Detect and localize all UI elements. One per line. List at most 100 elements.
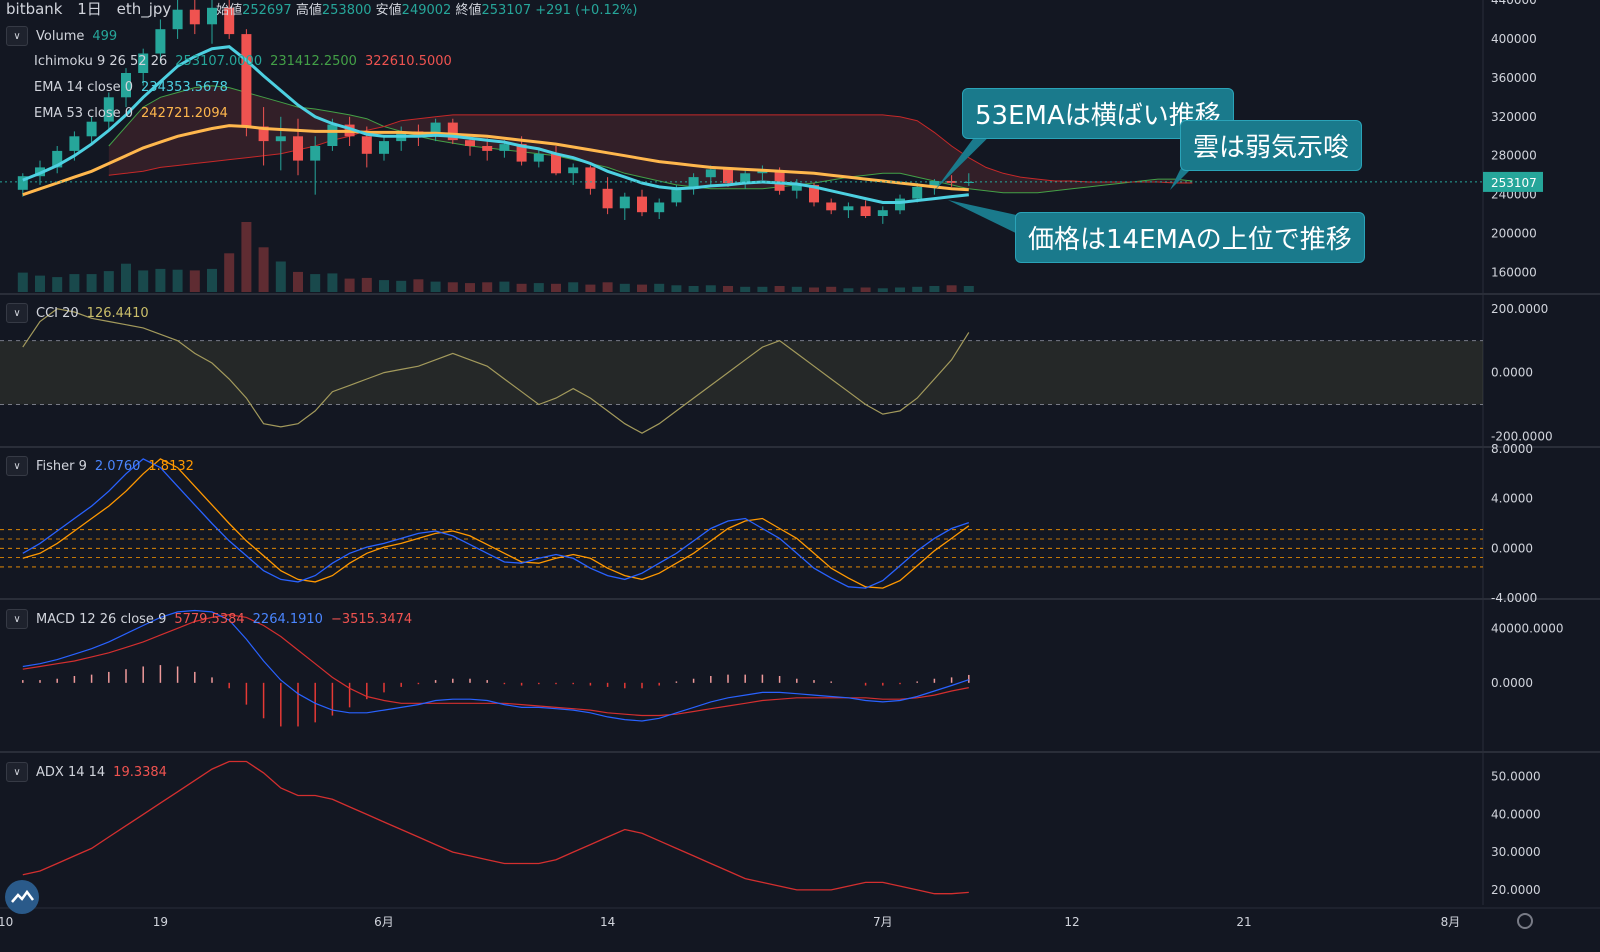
gear-icon[interactable] [1517, 913, 1533, 929]
symbol-header: bitbank 1日 eth_jpy 始値252697 高値253800 安値2… [6, 0, 637, 19]
price-tick-label: 0.0000 [1491, 541, 1533, 555]
candle-body [52, 150, 63, 168]
candle-body [860, 206, 871, 216]
adx-line [22, 760, 969, 895]
volume-bar [379, 280, 389, 292]
candle-body [327, 124, 338, 146]
volume-bar [533, 283, 544, 292]
collapse-legend-button[interactable]: ∨ [6, 303, 28, 323]
callout-price: 価格は14EMAの上位で推移 [1015, 212, 1365, 263]
volume-bar [396, 280, 407, 292]
candle-body [86, 121, 97, 137]
volume-bar [671, 285, 682, 292]
volume-bar [516, 283, 527, 292]
ichimoku-value-1: 253107.0000 [175, 54, 263, 69]
candle-body [826, 202, 837, 211]
volume-bar [740, 286, 751, 292]
exchange-name: bitbank [6, 0, 63, 18]
volume-bar [843, 288, 854, 292]
candle-body [361, 136, 372, 154]
signal-value: −3515.3474 [330, 611, 413, 627]
time-tick-label: 12 [1064, 915, 1079, 929]
change-value: +291 (+0.12%) [535, 3, 638, 18]
legend-ichimoku: Ichimoku 9 26 52 26 253107.0000 231412.2… [34, 54, 452, 69]
volume-bar [430, 281, 441, 292]
cci-line [22, 308, 970, 434]
volume-bar [207, 268, 217, 292]
volume-bar [912, 286, 923, 292]
collapse-legend-button[interactable]: ∨ [6, 456, 28, 476]
volume-bar [757, 286, 768, 292]
time-tick-label: 8月 [1441, 915, 1461, 929]
callout-pointer [948, 200, 1030, 240]
volume-bar [138, 270, 149, 292]
collapse-legend-button[interactable]: ∨ [6, 609, 28, 629]
volume-bar [189, 270, 200, 292]
legend-adx: ∨ ADX 14 14 19.3384 [6, 762, 167, 782]
macd-line [22, 609, 969, 722]
legend-fisher: ∨ Fisher 9 2.0760 1.8132 [6, 456, 194, 476]
indicator-name: EMA 53 close 0 [34, 106, 134, 121]
volume-bar [877, 288, 888, 292]
interval[interactable]: 1日 [77, 0, 102, 18]
collapse-legend-button[interactable]: ∨ [6, 762, 28, 782]
indicator-name: Volume [36, 28, 85, 44]
candle-body [688, 177, 699, 189]
volume-bar [826, 286, 837, 292]
candle-body [241, 34, 252, 127]
candle-body [482, 146, 493, 151]
time-tick-label: 7月 [873, 915, 893, 929]
candle-body [138, 53, 149, 73]
price-tick-label: 30.0000 [1491, 845, 1541, 859]
symbol-name[interactable]: eth_jpy [116, 0, 172, 18]
candle-body [705, 169, 716, 178]
candle-body [258, 126, 269, 142]
candle-body [619, 196, 630, 209]
ema53-line [22, 124, 969, 197]
ohlc-readout: 始値252697 高値253800 安値249002 終値253107 +291… [216, 3, 638, 18]
candle-body [275, 136, 286, 142]
volume-bar [482, 282, 493, 292]
fisher-trigger-line [22, 458, 970, 589]
candle-body [447, 122, 458, 141]
time-tick-label: 6月 [374, 915, 394, 929]
volume-bar [499, 281, 510, 292]
high-value: 253800 [321, 3, 372, 18]
legend-ema14: EMA 14 close 0 234353.5678 [34, 80, 228, 95]
volume-bar [963, 286, 974, 292]
volume-bar [155, 268, 166, 292]
last-price-tag [1483, 171, 1543, 192]
candle-body [774, 171, 785, 191]
candle-body [654, 202, 665, 213]
volume-bar [688, 286, 699, 292]
candle-body [723, 169, 733, 183]
volume-bar [774, 286, 785, 292]
time-tick-label: 10 [0, 915, 13, 929]
tradingview-logo-icon[interactable] [5, 880, 39, 914]
candle-body [172, 9, 183, 30]
ichimoku-value-3: 322610.5000 [364, 54, 452, 69]
time-tick-label: 19 [153, 915, 168, 929]
open-value: 252697 [242, 3, 292, 18]
candle-body [379, 141, 389, 154]
indicator-name: CCI 20 [36, 305, 79, 321]
candle-body [963, 181, 974, 183]
volume-bar [705, 285, 716, 292]
macd-signal-line [22, 613, 969, 717]
volume-bar [310, 274, 321, 292]
volume-bar [585, 284, 596, 292]
price-tick-label: 8.0000 [1491, 442, 1533, 456]
candle-body [809, 184, 819, 203]
volume-bar [241, 222, 252, 292]
volume-bar [17, 272, 28, 292]
cloud-span-b [108, 114, 1193, 184]
candle-body [757, 171, 768, 174]
collapse-legend-button[interactable]: ∨ [6, 26, 28, 46]
candle-body [843, 206, 854, 211]
volume-bar [723, 286, 733, 292]
price-tick-label: 280000 [1491, 149, 1537, 163]
volume-bar [121, 263, 131, 292]
cloud-span-a [108, 85, 1193, 194]
candle-body [551, 153, 561, 174]
legend-macd: ∨ MACD 12 26 close 9 5779.5384 2264.1910… [6, 609, 412, 629]
